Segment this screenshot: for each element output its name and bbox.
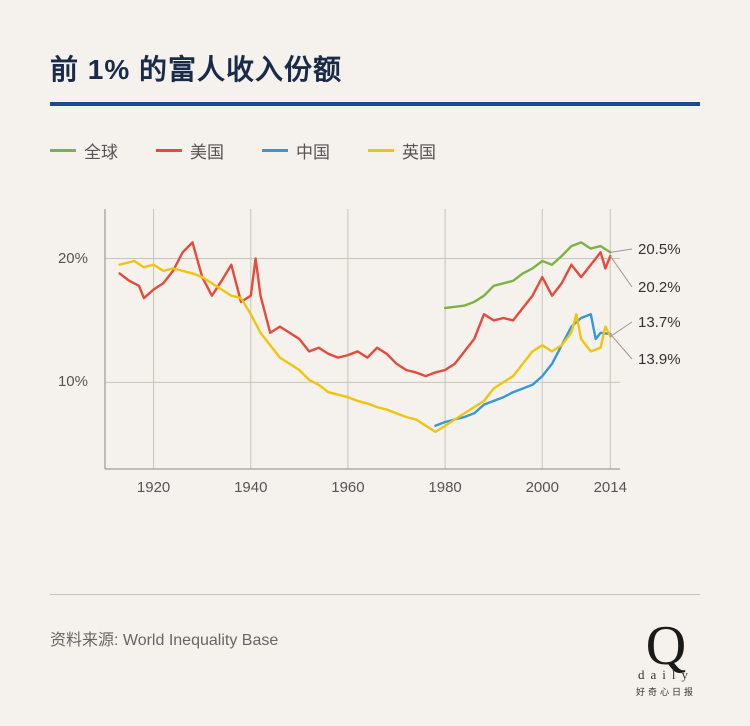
logo-q-icon: Q xyxy=(636,624,696,669)
legend: 全球 美国 中国 英国 xyxy=(50,138,700,163)
legend-item: 英国 xyxy=(368,138,436,163)
legend-swatch xyxy=(50,149,76,152)
logo-cn-text: 好奇心日报 xyxy=(636,685,696,698)
x-axis-tick: 1960 xyxy=(331,479,364,496)
legend-item: 中国 xyxy=(262,138,330,163)
legend-swatch xyxy=(156,149,182,152)
x-axis-tick: 1980 xyxy=(428,479,461,496)
y-axis-tick: 20% xyxy=(58,250,88,267)
y-axis-tick: 10% xyxy=(58,373,88,390)
legend-label: 全球 xyxy=(84,138,118,163)
series-end-label: 20.5% xyxy=(638,241,681,258)
x-axis-tick: 2000 xyxy=(526,479,559,496)
legend-swatch xyxy=(368,149,394,152)
qdaily-logo: Q daily 好奇心日报 xyxy=(636,624,696,698)
legend-item: 美国 xyxy=(156,138,224,163)
source-text: 资料来源: World Inequality Base xyxy=(50,626,278,650)
x-axis-tick: 1940 xyxy=(234,479,267,496)
x-axis-tick: 2014 xyxy=(594,479,627,496)
series-end-label: 13.7% xyxy=(638,314,681,331)
logo-daily-text: daily xyxy=(636,667,696,683)
footer-divider xyxy=(50,594,700,595)
legend-label: 英国 xyxy=(402,138,436,163)
legend-label: 美国 xyxy=(190,138,224,163)
chart-title: 前 1% 的富人收入份额 xyxy=(50,48,700,88)
x-axis-tick: 1920 xyxy=(137,479,170,496)
series-end-label: 13.9% xyxy=(638,351,681,368)
chart-svg xyxy=(50,199,700,519)
legend-item: 全球 xyxy=(50,138,118,163)
line-chart: 10% 20% 1920 1940 1960 1980 2000 2014 20.5% 20.2%… xyxy=(50,199,700,519)
title-underline xyxy=(50,102,700,106)
legend-swatch xyxy=(262,149,288,152)
legend-label: 中国 xyxy=(296,138,330,163)
series-end-label: 20.2% xyxy=(638,279,681,296)
